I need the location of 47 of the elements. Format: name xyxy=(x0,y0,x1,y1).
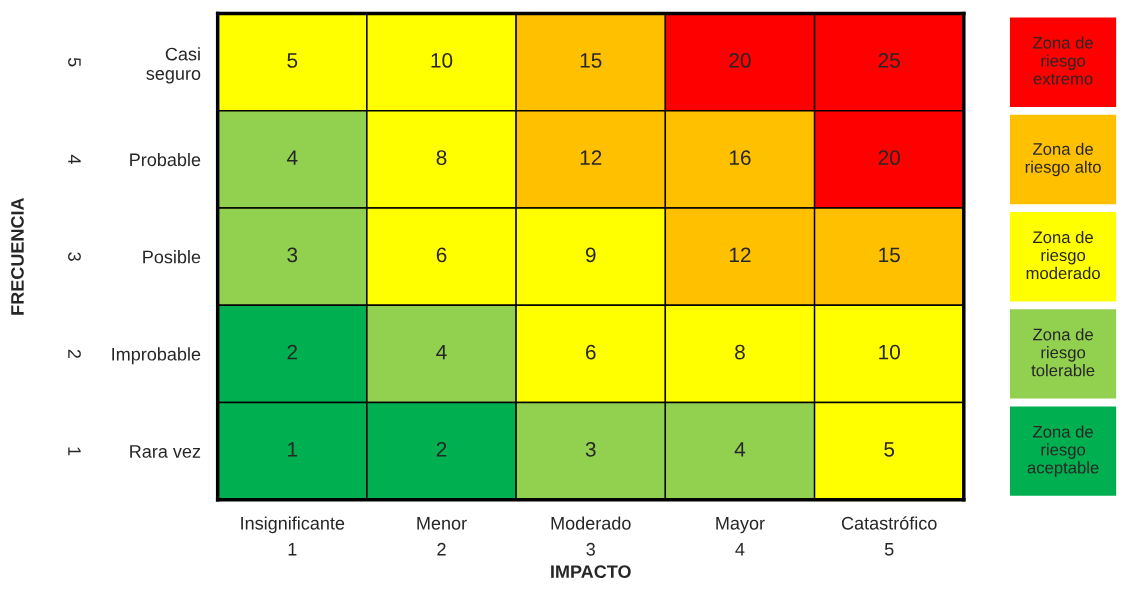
data-label: 15 xyxy=(879,247,900,263)
data-label: 6 xyxy=(436,247,447,263)
data-label: 5 xyxy=(287,53,298,68)
y-tick-label: Improbable xyxy=(112,347,201,365)
data-label: 10 xyxy=(879,344,900,360)
text: Zona de riesgo moderado xyxy=(1026,230,1100,280)
data-label: 16 xyxy=(729,150,751,166)
text: Zona de riesgo extremo xyxy=(1033,36,1093,85)
data-label: 9 xyxy=(585,247,596,263)
data-label: 20 xyxy=(729,53,751,68)
y-tick-label: Casi seguro xyxy=(146,47,201,84)
data-label: 2 xyxy=(287,344,298,360)
x-tick-label: Menor 2 xyxy=(417,517,467,556)
data-label: 8 xyxy=(735,344,745,360)
x-tick-label: Catastrófico 5 xyxy=(841,516,937,556)
x-axis-title: IMPACTO xyxy=(551,565,631,579)
data-label: 3 xyxy=(585,441,596,457)
text: Zona de riesgo aceptable xyxy=(1027,425,1099,477)
data-label: 3 xyxy=(287,247,298,263)
text: Zona de riesgo alto xyxy=(1025,142,1101,177)
data-label: 4 xyxy=(436,344,447,360)
x-tick-label: Mayor 4 xyxy=(716,517,765,556)
data-label: 10 xyxy=(431,53,453,68)
data-label: 6 xyxy=(586,344,596,360)
data-label: 12 xyxy=(580,150,602,165)
y2-tick-label: 2 xyxy=(68,349,81,358)
data-label: 1 xyxy=(288,442,298,457)
data-label: 2 xyxy=(436,441,447,457)
x-tick-label: Insignificante 1 xyxy=(241,516,345,556)
data-label: 15 xyxy=(580,53,602,68)
x-tick-label: Moderado 3 xyxy=(551,516,631,556)
data-label: 5 xyxy=(884,442,895,457)
y2-tick-label: 3 xyxy=(68,252,81,261)
data-label: 12 xyxy=(729,247,751,263)
y-axis-title: FRECUENCIA xyxy=(11,197,24,315)
y-tick-label: Posible xyxy=(143,250,201,264)
y2-tick-label: 4 xyxy=(68,154,81,164)
text: Zona de riesgo tolerable xyxy=(1031,328,1095,377)
data-label: 20 xyxy=(878,150,900,166)
data-label: 4 xyxy=(286,150,298,165)
data-label: 8 xyxy=(436,150,447,166)
y2-tick-label: 1 xyxy=(68,447,81,456)
y-tick-label: Probable xyxy=(130,152,201,167)
data-label: 25 xyxy=(878,53,900,68)
data-label: 4 xyxy=(734,442,746,457)
y2-tick-label: 5 xyxy=(68,57,81,67)
y-tick-label: Rara vez xyxy=(130,445,201,458)
